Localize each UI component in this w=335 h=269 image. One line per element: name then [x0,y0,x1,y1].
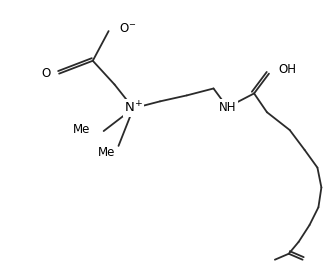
Text: Me: Me [98,146,116,159]
Text: O$^{-}$: O$^{-}$ [119,22,136,35]
Text: OH: OH [279,63,297,76]
Text: N$^{+}$: N$^{+}$ [124,101,143,116]
Text: NH: NH [219,101,236,114]
Text: Me: Me [72,123,90,136]
Text: O: O [41,67,50,80]
